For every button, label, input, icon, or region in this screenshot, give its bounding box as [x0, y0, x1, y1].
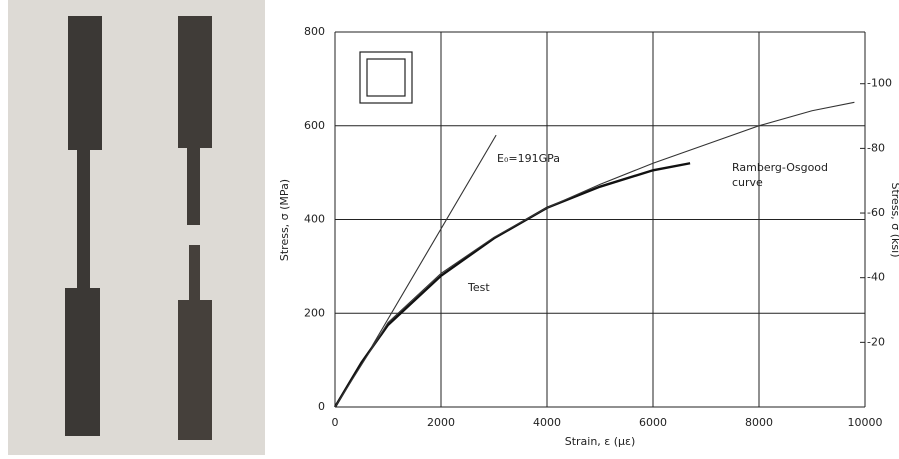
- y-tick-label: 200: [304, 306, 325, 319]
- y-tick-label: 600: [304, 119, 325, 132]
- annotation: Ramberg-Osgood curve: [732, 160, 842, 190]
- y-axis-label: Stress, σ (MPa): [278, 179, 291, 261]
- inset-icon: [367, 59, 405, 96]
- x-tick-label: 8000: [745, 416, 773, 429]
- series-line: [335, 163, 690, 407]
- specimen-photo: [8, 0, 265, 455]
- x-axis-label: Strain, ε (με): [565, 435, 636, 448]
- y-tick-label: 800: [304, 25, 325, 38]
- annotation: Test: [467, 281, 490, 294]
- y2-axis-label: Stress, σ (ksi): [889, 182, 899, 257]
- x-tick-label: 2000: [427, 416, 455, 429]
- x-tick-label: 0: [332, 416, 339, 429]
- annotation: E₀=191GPa: [497, 152, 560, 165]
- y2-tick-label: -60: [867, 206, 885, 219]
- y-tick-label: 400: [304, 213, 325, 226]
- inset-icon: [360, 52, 412, 103]
- y2-tick-label: -40: [867, 271, 885, 284]
- series-line: [372, 135, 496, 346]
- y2-tick-label: -20: [867, 335, 885, 348]
- y2-tick-label: -100: [867, 77, 892, 90]
- y2-tick-label: -80: [867, 141, 885, 154]
- x-tick-label: 4000: [533, 416, 561, 429]
- x-tick-label: 6000: [639, 416, 667, 429]
- y-tick-label: 0: [318, 400, 325, 413]
- figure: Stress, σ (MPa) Strain, ε (με) Stress, σ…: [0, 0, 899, 455]
- x-tick-label: 10000: [848, 416, 883, 429]
- series-line: [335, 102, 854, 407]
- annotation-box: Ramberg-Osgood curve: [732, 160, 842, 196]
